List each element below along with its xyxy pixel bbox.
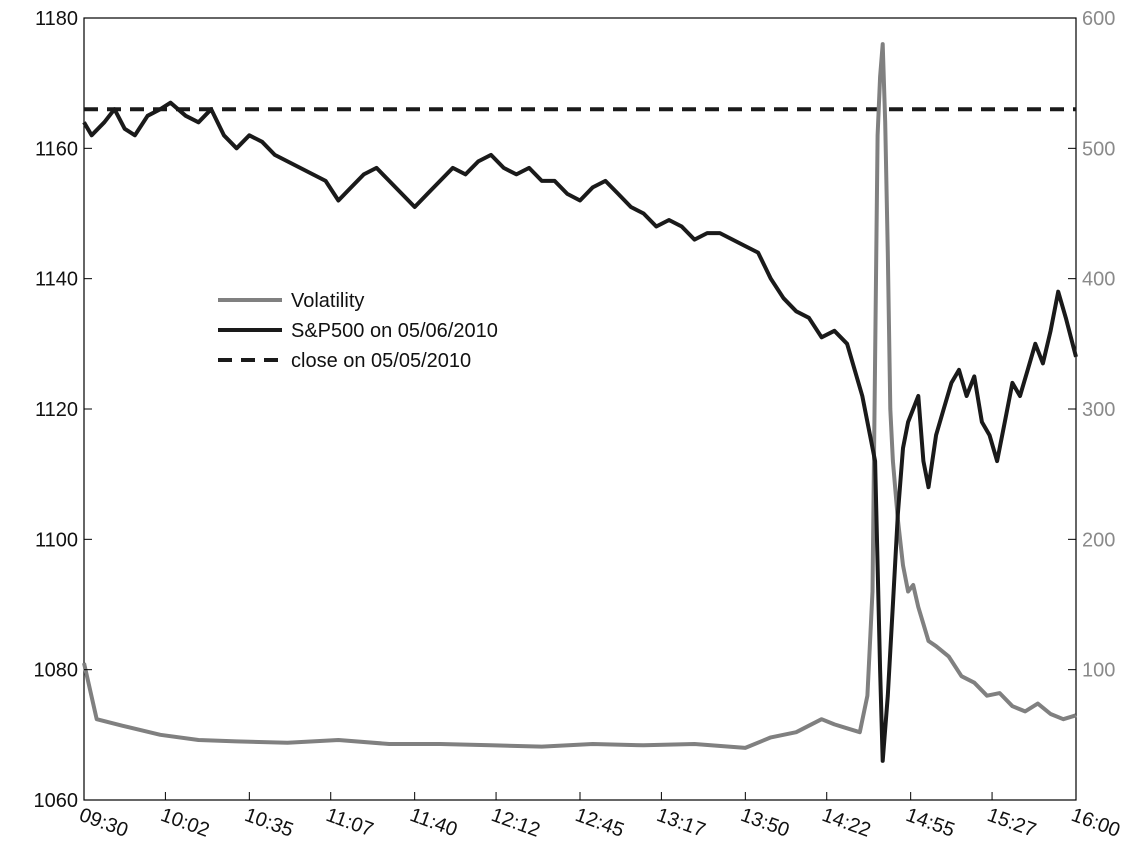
x-tick-label: 11:40 (407, 804, 460, 841)
series-line-1 (82, 100, 1078, 763)
y2-tick-label: 600 (1082, 8, 1115, 30)
plot-area-border (83, 17, 1077, 801)
x-tick-label: 12:12 (488, 804, 543, 842)
y-tick-label: 1060 (34, 790, 79, 812)
y2-tick-label: 200 (1082, 529, 1115, 551)
legend-label-1: S&P500 on 05/06/2010 (291, 320, 498, 342)
right-axis: 100 200 300 400 500 600 (1068, 8, 1115, 682)
y2-tick-label: 100 (1082, 660, 1115, 682)
x-tick-label: 09:30 (76, 804, 131, 842)
y-tick-label: 1180 (35, 8, 78, 30)
x-tick-label: 12:45 (572, 804, 627, 842)
y-tick-label: 1160 (35, 138, 78, 160)
y2-tick-label: 500 (1082, 138, 1115, 160)
x-tick-label: 13:17 (654, 804, 709, 842)
y2-tick-label: 300 (1082, 399, 1115, 421)
y2-tick-label: 400 (1082, 269, 1115, 291)
x-tick-label: 10:35 (242, 804, 297, 842)
y-tick-label: 1120 (35, 399, 78, 421)
legend: Volatility S&P500 on 05/06/2010 close on 0… (218, 290, 498, 372)
series-layer (82, 42, 1078, 763)
x-tick-label: 13:50 (738, 804, 793, 842)
legend-label-2: close on 05/05/2010 (291, 350, 471, 372)
x-tick-label: 11:07 (323, 804, 376, 841)
x-tick-label: 15:27 (984, 804, 1039, 842)
plot-frame (83, 17, 1077, 801)
y-tick-label: 1080 (34, 660, 79, 682)
x-tick-label: 16:00 (1068, 804, 1123, 842)
x-tick-label: 14:22 (819, 804, 874, 842)
y-tick-label: 1100 (35, 529, 78, 551)
legend-label-0: Volatility (291, 290, 364, 312)
y-tick-label: 1140 (35, 269, 78, 291)
left-axis: 1060 1080 1100 1120 1140 1160 1180 (34, 8, 92, 812)
series-line-0 (82, 42, 1077, 750)
x-tick-label: 10:02 (158, 804, 213, 842)
x-tick-label: 14:55 (903, 804, 958, 842)
